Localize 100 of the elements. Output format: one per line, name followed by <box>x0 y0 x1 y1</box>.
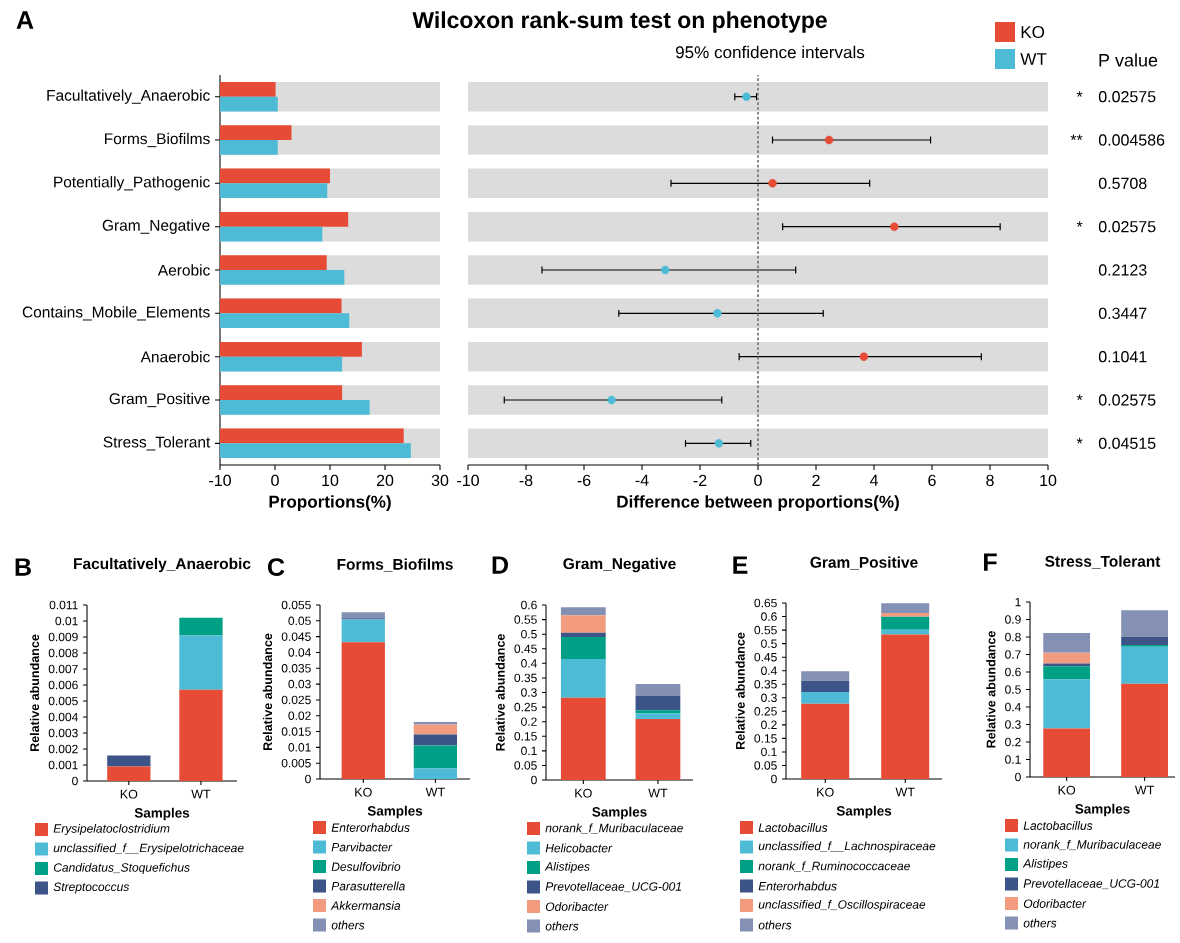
x-axis-title: Proportions(%) <box>269 495 391 512</box>
bar <box>413 722 458 725</box>
legend-label: Helicobacter <box>545 843 613 853</box>
bar <box>1043 663 1091 667</box>
y-tick-label: 0.15 <box>514 732 537 741</box>
x-tick-label: 8 <box>986 474 994 487</box>
text: D <box>492 556 509 574</box>
x-tick-label: WT <box>648 788 668 798</box>
text: C <box>267 558 285 576</box>
y-tick-label: 0.008 <box>48 648 78 658</box>
legend-label: Alistipes <box>544 861 590 874</box>
y-tick-label: 0.005 <box>48 696 78 706</box>
y-tick-label: 0.4 <box>1005 702 1021 712</box>
y-tick-label: Stress_Tolerant <box>103 436 211 451</box>
text: 0.5708 <box>1098 177 1147 189</box>
y-tick-label: 0.6 <box>521 600 537 610</box>
bar <box>179 635 223 690</box>
legend-label: Candidatus_Stoquefichus <box>53 862 190 875</box>
chart-title: Gram_Positive <box>810 556 918 570</box>
bar <box>179 617 223 636</box>
legend-label: unclassified_f__Lachnospiraceae <box>758 841 936 853</box>
bar <box>635 719 681 781</box>
x-tick-label: KO <box>575 788 592 798</box>
x-tick-label: WT <box>895 787 915 797</box>
y-tick-label: 0.55 <box>514 615 537 624</box>
bar <box>107 766 151 782</box>
x-tick-label: 4 <box>869 474 878 486</box>
x-tick-label: -8 <box>519 474 533 487</box>
legend-label: Parvibacter <box>331 842 393 852</box>
text: 0.02575 <box>1098 221 1156 233</box>
y-tick-label: 0.7 <box>1005 650 1021 659</box>
y-tick-label: 0.5 <box>521 629 537 639</box>
x-tick-label: -10 <box>209 474 231 487</box>
legend-label: Enterorhabdus <box>331 823 410 832</box>
bar <box>560 697 606 781</box>
bar <box>635 684 681 696</box>
bar <box>341 619 385 643</box>
y-tick-label: 0.8 <box>1005 632 1021 642</box>
bar <box>1121 646 1168 684</box>
text: * <box>1076 437 1083 444</box>
y-tick-label: 0.01 <box>288 743 311 752</box>
y-tick-label: 0.03 <box>288 679 311 689</box>
y-axis-title: Relative abundance <box>29 634 40 752</box>
bar <box>220 81 276 97</box>
text: B <box>15 558 31 576</box>
legend-label: others <box>758 920 792 930</box>
point <box>713 309 722 318</box>
y-tick-label: 0.009 <box>48 632 78 642</box>
bar <box>560 637 606 659</box>
y-tick-label: 0.3 <box>761 693 777 703</box>
bar <box>560 607 606 616</box>
bar <box>635 695 681 711</box>
x-tick-label: 30 <box>431 474 449 487</box>
x-axis-title: Samples <box>134 807 190 821</box>
bar <box>179 689 223 782</box>
x-tick-label: KO <box>355 787 372 797</box>
bar <box>881 603 930 614</box>
y-tick-label: Facultatively_Anaerobic <box>47 89 210 104</box>
y-tick-label: 0.2 <box>1005 737 1021 747</box>
text: 0.02575 <box>1098 394 1156 406</box>
legend-label: Parasutterella <box>331 881 405 891</box>
y-tick-label: 0.9 <box>1005 615 1021 624</box>
y-tick-label: 0.3 <box>1005 720 1021 729</box>
bar <box>1043 666 1091 680</box>
text: 0.04515 <box>1098 437 1156 449</box>
text: 0.1041 <box>1098 351 1147 363</box>
chart-title: Forms_Biofilms <box>337 558 453 572</box>
y-tick-label: 0.1 <box>1005 755 1021 764</box>
legend-label: Streptococcus <box>53 882 130 894</box>
bar <box>1043 679 1091 729</box>
legend-label: WT <box>1020 53 1047 65</box>
y-tick-label: 0.045 <box>281 632 311 641</box>
x-tick-label: 10 <box>322 474 339 487</box>
point <box>607 395 616 405</box>
x-axis-title: Samples <box>836 805 892 819</box>
y-tick-label: Contains_Mobile_Elements <box>22 306 210 321</box>
y-tick-label: 0.25 <box>514 702 537 712</box>
bar <box>220 96 278 112</box>
y-tick-label: 1 <box>1015 597 1021 607</box>
y-tick-label: 0.35 <box>754 679 777 689</box>
y-tick-label: 0.65 <box>754 598 777 608</box>
legend-label: KO <box>1021 25 1045 39</box>
bar <box>413 724 458 735</box>
text: 0.2123 <box>1098 264 1147 276</box>
bar <box>635 710 681 714</box>
y-tick-label: 0.25 <box>754 707 777 716</box>
x-tick-label: 20 <box>376 474 394 487</box>
y-tick-label: 0.05 <box>514 761 537 770</box>
x-axis-title: Difference between proportions(%) <box>617 495 899 512</box>
y-tick-label: 0.6 <box>761 612 777 621</box>
y-tick-label: 0.45 <box>514 644 537 654</box>
y-tick-label: 0.35 <box>514 673 537 683</box>
bar <box>341 642 385 780</box>
point <box>742 92 751 101</box>
y-tick-label: 0.001 <box>48 760 78 770</box>
y-tick-label: 0.45 <box>754 652 777 662</box>
legend-label: Lactobacillus <box>1023 821 1093 830</box>
legend-label: norank_f_Ruminococcaceae <box>758 861 910 872</box>
y-tick-label: Forms_Biofilms <box>105 132 210 148</box>
legend-label: unclassified_f_Oscillospiraceae <box>758 899 926 912</box>
